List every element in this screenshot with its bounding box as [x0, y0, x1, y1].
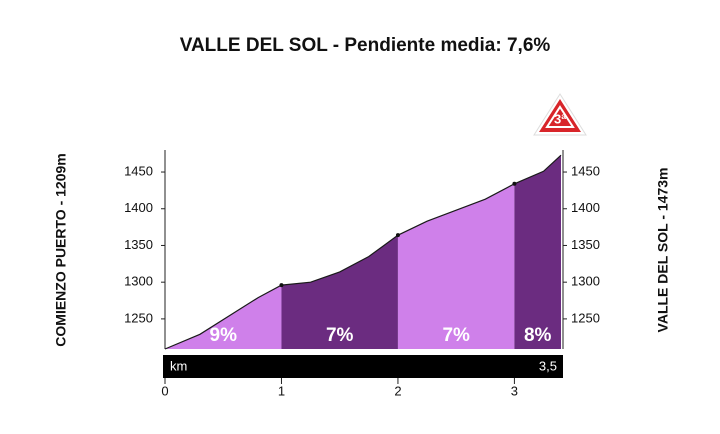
badge-text: 3ª: [554, 111, 566, 126]
y2-tick-label: 1400: [571, 200, 600, 215]
y2-tick-label: 1300: [571, 274, 600, 289]
chart-title: VALLE DEL SOL - Pendiente media: 7,6%: [180, 35, 551, 56]
segment-label: 9%: [210, 325, 238, 346]
distance-label: km: [170, 358, 187, 373]
x-tick-label: 0: [161, 383, 168, 398]
y-tick-label: 1450: [124, 163, 153, 178]
right-label: VALLE DEL SOL - 1473m: [655, 168, 671, 333]
distance-bar: [163, 355, 563, 378]
segment-label: 8%: [524, 325, 552, 346]
segment-label: 7%: [442, 325, 470, 346]
km-marker: [395, 233, 400, 238]
category-badge: 3ª: [533, 93, 587, 136]
grade-segment: [397, 183, 515, 349]
x-tick-label: 3: [511, 383, 518, 398]
left-label: COMIENZO PUERTO - 1209m: [53, 153, 69, 346]
x-tick-label: 2: [394, 383, 401, 398]
grade-segment: [281, 235, 398, 349]
y-tick-label: 1400: [124, 200, 153, 215]
grade-segment: [165, 285, 282, 349]
total-label: 3,5: [539, 358, 557, 373]
y2-tick-label: 1350: [571, 237, 600, 252]
profile-line: [164, 154, 562, 350]
x-tick-label: 1: [278, 383, 285, 398]
y2-tick-label: 1450: [571, 163, 600, 178]
y2-tick-label: 1250: [571, 310, 600, 325]
km-marker: [279, 283, 284, 288]
y-tick-label: 1350: [124, 237, 153, 252]
y-tick-label: 1300: [124, 274, 153, 289]
km-marker: [512, 181, 517, 186]
segment-label: 7%: [326, 325, 354, 346]
y-tick-label: 1250: [124, 310, 153, 325]
grade-segment: [514, 155, 561, 349]
